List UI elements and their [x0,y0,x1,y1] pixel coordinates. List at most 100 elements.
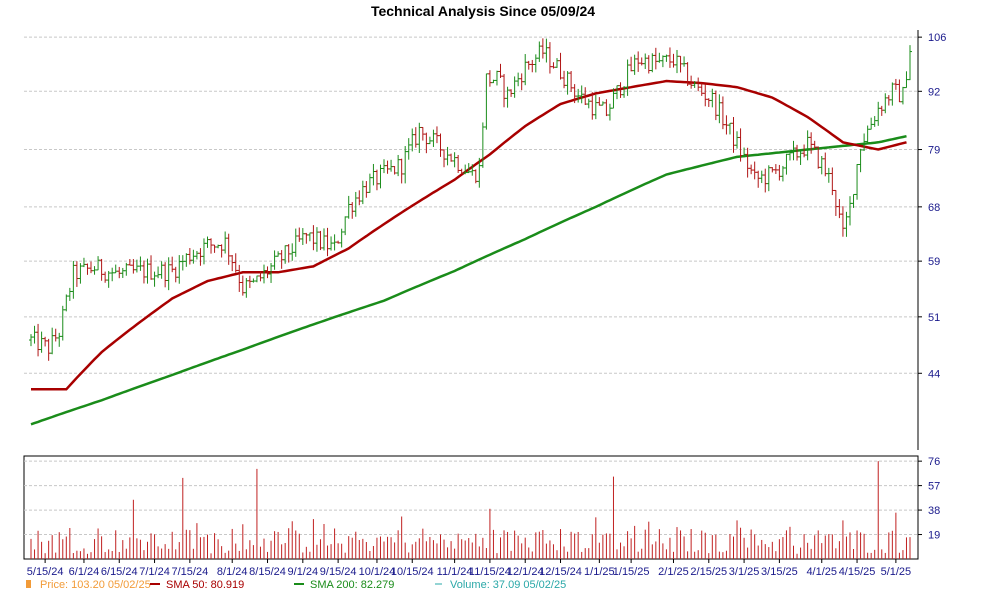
price-bar [756,170,761,188]
date-tick-label: 4/1/25 [806,566,837,578]
price-bar [752,161,757,180]
price-bar [562,70,567,89]
price-bar [675,49,680,74]
price-bar [170,256,175,273]
price-bar [766,165,771,192]
price-bar [353,191,358,217]
price-axis-ticks: 44 51 59 68 79 92 106 [918,32,946,380]
price-bar [805,130,810,161]
price-bar [586,98,591,109]
price-bar [498,63,503,78]
price-bar [212,244,217,253]
price-bar [85,263,90,275]
price-bar [706,98,711,107]
price-bar [184,253,189,267]
date-tick-label: 8/1/24 [217,566,248,578]
legend-item: Volume: 37.09 05/02/25 [435,579,566,591]
price-bar [657,52,662,63]
price-bar [378,164,383,189]
price-bar [505,86,510,108]
price-bar [187,248,192,265]
price-bar [173,266,178,283]
price-bar [219,244,224,258]
price-bar [607,103,612,121]
price-bar [667,47,672,68]
price-bar [449,153,454,162]
volume-tick-label: 19 [928,530,940,542]
price-bar [364,181,369,198]
price-bar [720,96,725,130]
price-bar [399,158,404,184]
price-bar [286,244,291,263]
price-bar [427,136,432,145]
price-bar [389,159,394,172]
price-bar [233,253,238,273]
price-bar [855,163,860,200]
price-bar [67,287,72,301]
price-bar [103,271,108,283]
price-bars [29,38,912,361]
price-bar [138,256,143,271]
price-bar [240,275,245,296]
legend-marker [26,580,31,588]
price-bar [512,76,517,98]
volume-tick-label: 76 [928,456,940,468]
price-bar [152,271,157,287]
price-bar [180,255,185,271]
price-bar [304,232,309,244]
price-bar [886,95,891,106]
price-bar [625,59,630,96]
legend-label: SMA 200: 82.279 [310,579,394,591]
legend-label: SMA 50: 80.919 [166,579,244,591]
price-bar [639,57,644,66]
price-bar [92,266,97,275]
price-bar [276,251,281,257]
price-bar [671,53,676,68]
price-bar [452,152,457,168]
price-bar [830,167,835,196]
date-tick-label: 9/1/24 [288,566,319,578]
price-bar [540,38,545,59]
price-bar [569,70,574,92]
price-bar [872,116,877,127]
date-tick-label: 7/1/24 [139,566,170,578]
legend-label: Volume: 37.09 05/02/25 [450,579,566,591]
volume-panel-frame [23,455,919,560]
price-bar [74,261,79,287]
price-tick-label: 51 [928,312,940,324]
price-bar [318,230,323,251]
price-bar [509,89,514,97]
price-bar [597,97,602,106]
price-bar [579,85,584,104]
price-bar [724,115,729,135]
price-bar [876,101,881,126]
price-bar [558,52,563,80]
chart-title: Technical Analysis Since 05/09/24 [371,3,595,19]
price-bar [367,173,372,193]
price-bar [438,133,443,157]
date-tick-label: 6/15/24 [101,566,138,578]
price-bar [547,42,552,74]
price-bar [350,202,355,219]
date-tick-label: 10/15/24 [391,566,434,578]
price-bar [46,338,51,361]
price-bar [371,163,376,186]
price-bar [862,133,867,151]
price-bar [293,228,298,257]
sma-200-path [30,134,907,426]
price-bar [307,232,312,242]
price-bar [272,250,277,270]
price-bar [900,86,905,105]
price-bar [604,99,609,117]
price-bar [201,238,206,265]
price-bar [858,148,863,173]
price-tick-label: 59 [928,256,940,268]
price-bar [36,323,41,357]
date-tick-label: 2/1/25 [658,566,689,578]
volume-panel: 19 38 57 76 [23,455,940,560]
price-bar [908,45,912,81]
price-bar [177,255,182,284]
price-bar [420,126,425,141]
price-bar [537,41,542,62]
